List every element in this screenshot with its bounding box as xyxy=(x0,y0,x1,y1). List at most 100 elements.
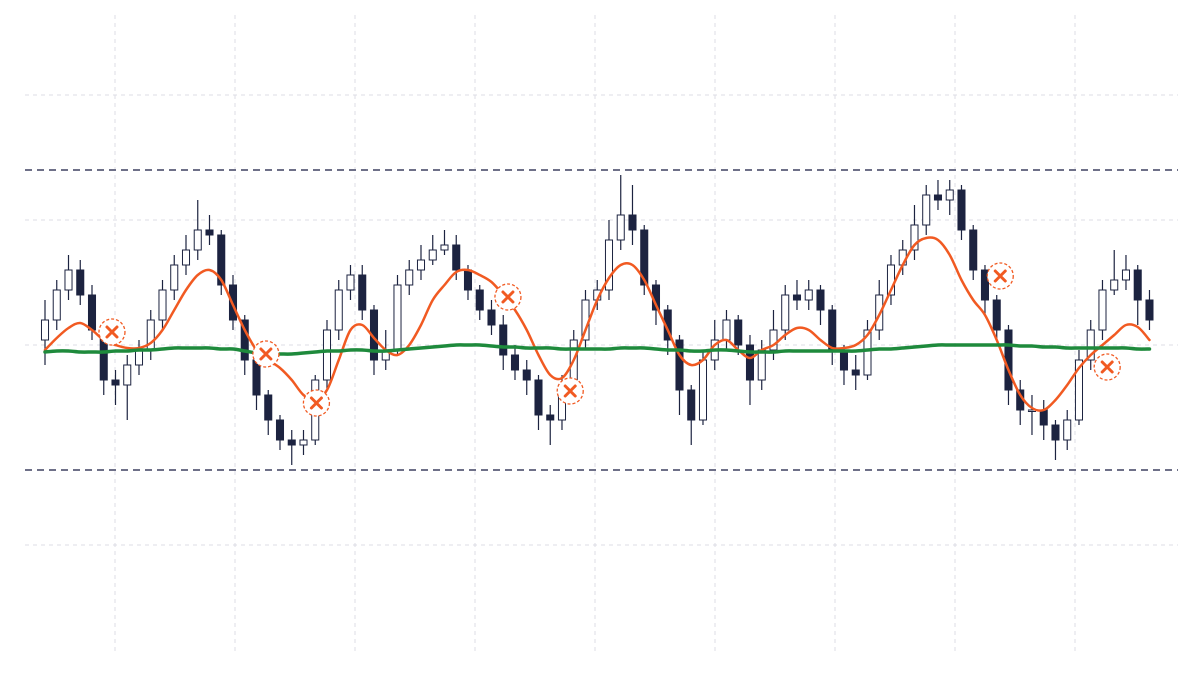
candle xyxy=(792,280,802,310)
candle-body xyxy=(698,359,708,421)
candle xyxy=(945,180,954,215)
candle xyxy=(1098,280,1107,340)
candle-body xyxy=(1063,419,1072,441)
candle xyxy=(1086,320,1095,370)
marker-cross xyxy=(993,269,1007,283)
candle xyxy=(217,230,226,295)
moving-average xyxy=(43,343,1152,356)
candle xyxy=(1027,395,1037,435)
candle-body xyxy=(745,344,755,381)
candle xyxy=(745,335,755,405)
cross-marker xyxy=(494,283,522,311)
candle-body xyxy=(910,224,919,251)
candle xyxy=(722,310,731,350)
candle xyxy=(1074,350,1084,425)
candle xyxy=(76,260,85,305)
marker-cross xyxy=(563,384,577,398)
candle-body xyxy=(546,414,555,421)
candle-body xyxy=(240,319,249,361)
candle xyxy=(804,280,813,310)
candle-body xyxy=(334,289,343,331)
candle-body xyxy=(1110,279,1119,291)
cross-marker xyxy=(556,377,584,405)
candle xyxy=(193,200,202,260)
candle-body xyxy=(757,349,766,381)
candle xyxy=(158,280,167,330)
candle-body xyxy=(40,319,50,341)
candle-body xyxy=(992,299,1001,331)
candle xyxy=(358,265,367,320)
candle xyxy=(980,265,990,315)
candle-body xyxy=(452,244,461,271)
moving-average xyxy=(43,236,1151,412)
candle-body xyxy=(487,309,496,326)
candle-body xyxy=(393,284,402,351)
candle xyxy=(1145,290,1154,330)
marker-cross xyxy=(1100,360,1114,374)
candle xyxy=(910,205,919,260)
candle xyxy=(734,315,743,355)
candle xyxy=(816,285,825,325)
candle xyxy=(687,385,696,445)
candle-body xyxy=(1039,409,1048,426)
candle xyxy=(616,175,625,250)
candle xyxy=(240,315,249,375)
candle-body xyxy=(616,214,625,241)
candle xyxy=(992,295,1001,340)
candle-body xyxy=(87,294,97,331)
candle-body xyxy=(158,289,167,321)
candle-body xyxy=(969,229,978,271)
candle-body xyxy=(1086,329,1095,361)
candle-body xyxy=(851,369,860,376)
candle xyxy=(757,340,766,390)
candle-body xyxy=(534,379,543,416)
candle xyxy=(781,285,790,340)
candle-body xyxy=(475,289,484,311)
candle xyxy=(287,430,296,465)
candle xyxy=(123,355,132,420)
candle-body xyxy=(816,289,825,311)
candle-body xyxy=(205,229,214,236)
candle-body xyxy=(722,319,731,341)
candle xyxy=(170,255,179,300)
candle xyxy=(205,215,214,245)
candle xyxy=(111,370,120,405)
candle-body xyxy=(1121,269,1131,281)
candle-body xyxy=(217,234,226,286)
candle xyxy=(40,300,50,365)
candle xyxy=(922,185,931,235)
marker-cross xyxy=(105,325,119,339)
candle xyxy=(1039,400,1048,440)
candle xyxy=(510,345,520,380)
cross-marker xyxy=(986,262,1014,290)
candle xyxy=(64,255,73,300)
candle xyxy=(546,405,555,445)
candle-body xyxy=(1004,329,1013,391)
candle xyxy=(1121,255,1131,290)
cross-marker xyxy=(1093,353,1121,381)
candle-body xyxy=(499,324,508,356)
cross-marker xyxy=(302,389,331,417)
candle-body xyxy=(922,194,931,226)
candle xyxy=(1063,410,1072,450)
candle-body xyxy=(416,259,426,271)
candle xyxy=(969,225,978,280)
candle-body xyxy=(405,269,414,286)
candle xyxy=(534,375,543,430)
candle xyxy=(640,225,649,295)
candle xyxy=(499,315,508,370)
candle xyxy=(522,360,531,395)
candle-body xyxy=(792,294,802,301)
marker-cross xyxy=(259,347,273,361)
candle-body xyxy=(628,214,637,231)
candle-body xyxy=(264,394,273,421)
candle xyxy=(851,355,860,390)
candle-body xyxy=(1098,289,1107,331)
candle-body xyxy=(675,339,684,391)
candle-body xyxy=(52,289,61,321)
candle-body xyxy=(828,309,837,351)
candle xyxy=(957,185,966,240)
candle xyxy=(933,180,943,210)
candle-body xyxy=(275,419,285,441)
candle-body xyxy=(463,269,473,291)
